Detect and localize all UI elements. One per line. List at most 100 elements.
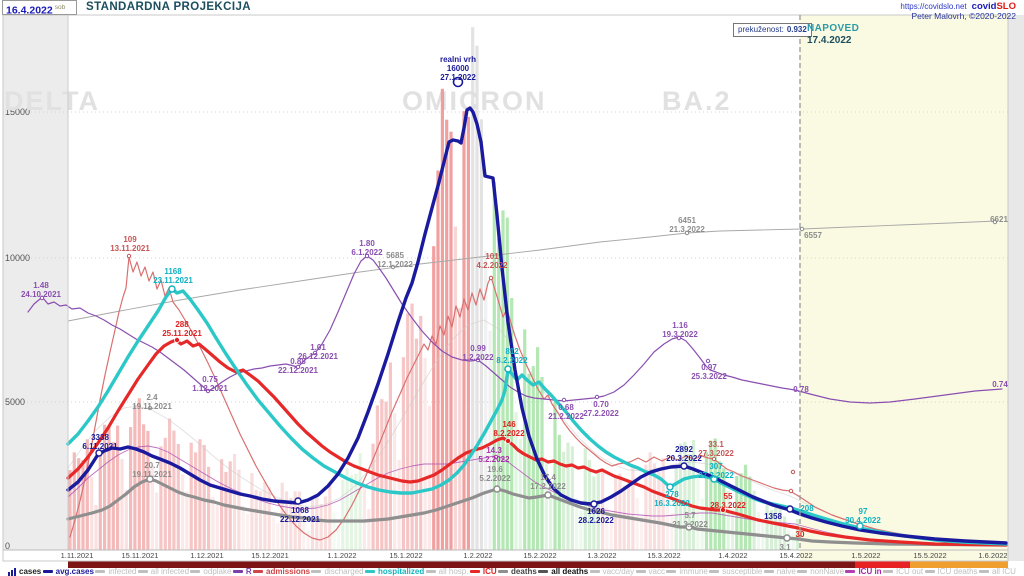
annotation-text: 1.01: [310, 343, 326, 352]
case-bar: [670, 513, 674, 550]
annotation-text: 27.3.2022: [698, 449, 734, 458]
annotation-text: 21.2.2022: [548, 412, 584, 421]
x-tick-label: 15.12.2021: [251, 551, 289, 560]
legend-item-hospitalized[interactable]: hospitalized: [365, 567, 424, 576]
case-bar: [224, 471, 228, 550]
case-bar: [215, 505, 219, 550]
data-marker: [856, 522, 864, 530]
case-bar: [423, 357, 427, 550]
x-tick-label: 1.6.2022: [978, 551, 1007, 560]
annotation-text: 2892: [675, 445, 693, 454]
case-bar: [406, 313, 410, 550]
data-marker: [295, 364, 301, 370]
case-bar: [315, 497, 319, 550]
case-bar: [371, 443, 375, 550]
case-bar: [782, 516, 787, 550]
case-bar: [107, 427, 111, 550]
annotation-text: 101: [485, 252, 499, 261]
legend-item-all-infected[interactable]: all infected: [137, 567, 189, 576]
annotation-text: 288: [175, 320, 189, 329]
legend-item-susceptible[interactable]: susceptible: [709, 567, 762, 576]
annotation-text: 1168: [164, 267, 182, 276]
case-bar: [81, 460, 85, 550]
annotation-text: 23.11.2021: [153, 276, 193, 285]
annotation-text: 28.2.2022: [578, 516, 614, 525]
case-bar: [310, 496, 315, 550]
legend-label: all hosp.: [438, 567, 469, 576]
watermark-delta: DELTA: [4, 86, 100, 116]
legend-item-avg-cases[interactable]: avg.cases: [42, 567, 94, 576]
weekday-label: sob: [54, 4, 66, 11]
case-bar: [704, 452, 709, 550]
case-bar: [94, 505, 98, 550]
y-tick-label: 0: [5, 541, 10, 551]
case-bar: [401, 357, 405, 550]
legend-item-ICU[interactable]: ICU: [469, 567, 497, 576]
case-bar: [85, 439, 89, 550]
x-tick-label: 1.5.2022: [851, 551, 880, 560]
forecast-label: NAPOVED: [807, 23, 860, 34]
case-bar: [791, 533, 795, 550]
case-bar: [471, 27, 475, 550]
annotation-text: 19.3.2022: [662, 330, 698, 339]
case-bar: [687, 454, 691, 550]
legend-item-ICU-out[interactable]: ICU out: [882, 567, 923, 576]
case-bar: [743, 464, 748, 550]
annotation-text: 0.88: [290, 357, 306, 366]
annotation-text: 19.11.2021: [132, 470, 172, 479]
case-bar: [575, 498, 579, 550]
x-tick-label: 15.2.2022: [523, 551, 556, 560]
legend-label: R: [245, 567, 252, 576]
legend-label: ICU: [482, 567, 497, 576]
annotation-text: realni vrh: [440, 55, 476, 64]
legend-item-all-hosp-[interactable]: all hosp.: [425, 567, 469, 576]
case-bar: [665, 490, 670, 550]
case-bar: [661, 458, 665, 550]
legend-item-odplake[interactable]: odplake: [190, 567, 231, 576]
case-bar: [103, 424, 107, 550]
case-bar: [570, 446, 574, 550]
legend-item-discharged[interactable]: discharged: [311, 567, 364, 576]
prekuzenost-value: 0.932: [786, 25, 807, 34]
legend-item-R[interactable]: R: [232, 567, 252, 576]
site-link[interactable]: https://covidslo.net covidSLO: [900, 1, 1016, 12]
legend-item-all-deaths[interactable]: all deaths: [538, 567, 588, 576]
case-bar: [553, 400, 557, 550]
legend-label: vacc: [648, 567, 665, 576]
legend-label: ICU in: [858, 567, 882, 576]
legend-swatch: [425, 570, 436, 573]
annotation-text: 6621: [990, 215, 1008, 224]
case-bar: [765, 503, 769, 550]
annotation-text: 0.97: [701, 363, 717, 372]
case-bar: [293, 491, 297, 550]
legend-item-all-ICU[interactable]: all ICU: [978, 567, 1016, 576]
case-bar: [375, 405, 379, 550]
case-bar: [627, 481, 631, 550]
legend-item-cases[interactable]: cases: [8, 567, 41, 576]
annotation-0.75: 0.751.12.2021: [192, 375, 228, 394]
legend-item-naive[interactable]: naive: [763, 567, 796, 576]
legend-item-immune[interactable]: immune: [666, 567, 708, 576]
case-bar: [678, 443, 683, 550]
x-tick-label: 15.4.2022: [779, 551, 812, 560]
legend-item-vacc-day[interactable]: vacc/day: [589, 567, 634, 576]
data-marker: [147, 405, 153, 411]
data-marker: [364, 253, 370, 259]
annotation-text: 26.12.2021: [298, 352, 339, 361]
case-bar: [120, 459, 124, 550]
legend-item-admissions[interactable]: admissions: [253, 567, 310, 576]
legend-item-ICU-in[interactable]: ICU in: [845, 567, 882, 576]
legend-item-ICU-deaths[interactable]: ICU deaths: [924, 567, 978, 576]
case-bar: [726, 490, 730, 550]
legend-item-deaths[interactable]: deaths: [498, 567, 537, 576]
legend-item-infected[interactable]: infected: [95, 567, 136, 576]
case-bar: [579, 510, 583, 550]
case-bar: [142, 424, 146, 550]
legend-item-nonNaive[interactable]: nonNaive: [797, 567, 844, 576]
case-bar: [549, 481, 553, 550]
legend-item-vacc[interactable]: vacc: [635, 567, 665, 576]
